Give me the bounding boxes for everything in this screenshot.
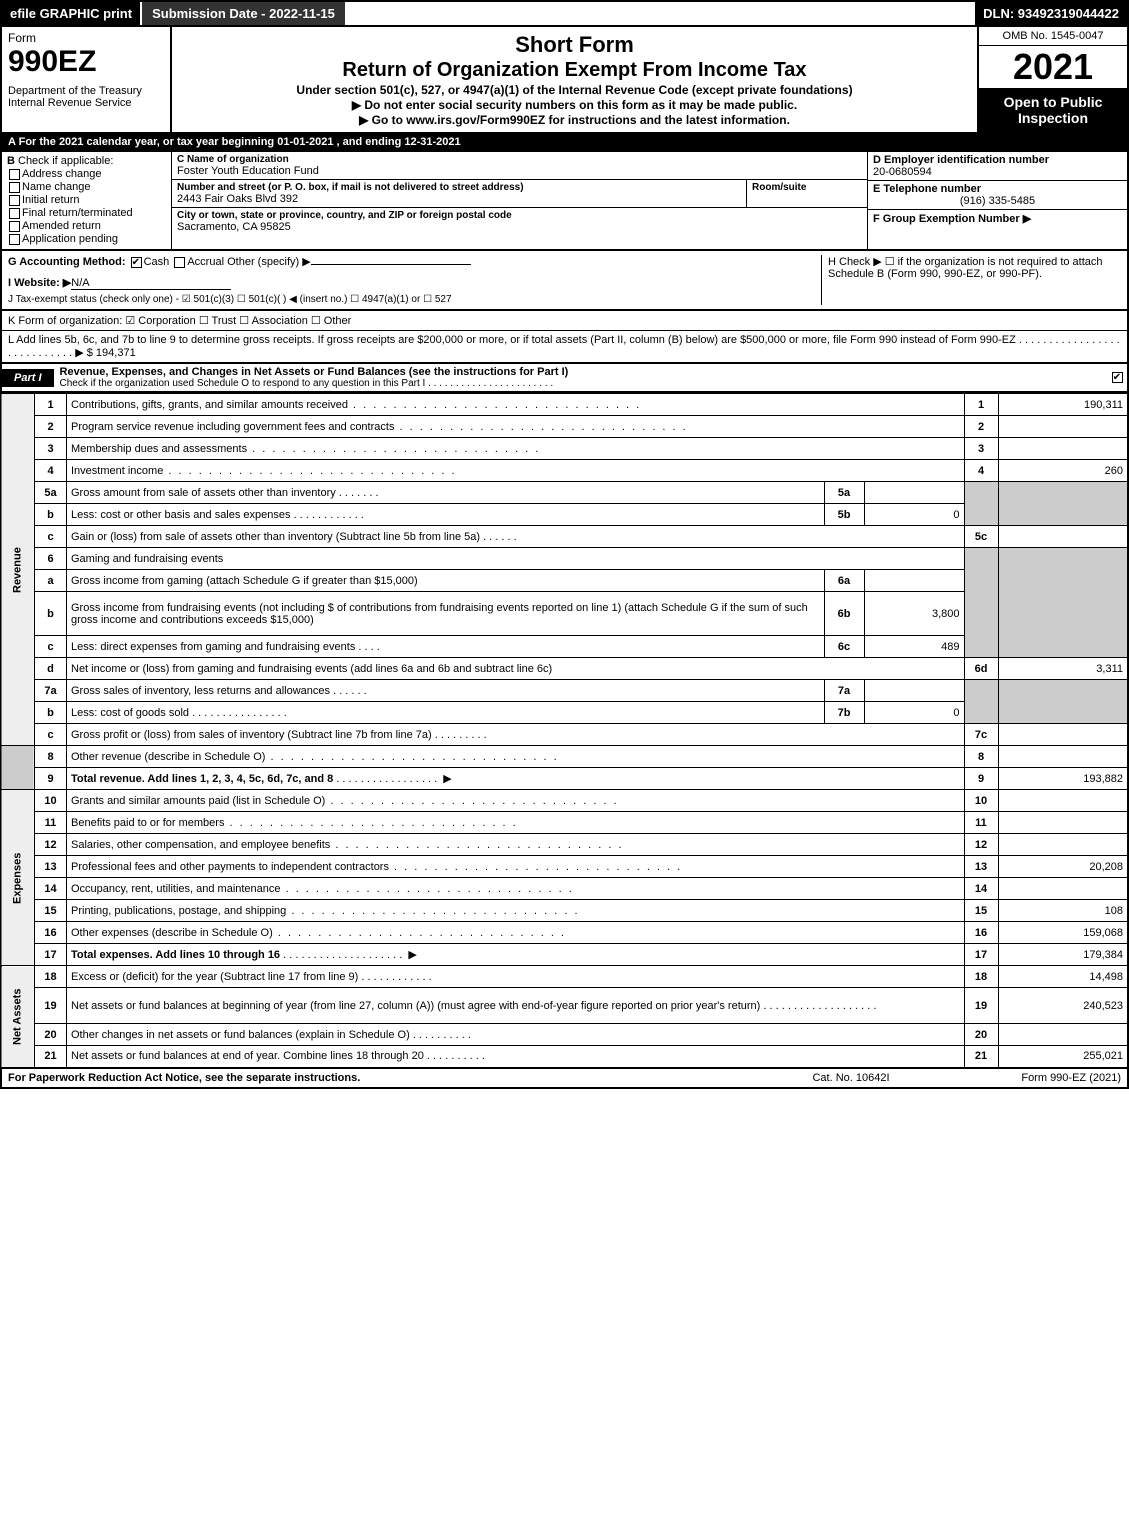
cat-no: Cat. No. 10642I bbox=[761, 1072, 941, 1084]
header-left: Form 990EZ Department of the Treasury In… bbox=[2, 27, 172, 132]
omb-number: OMB No. 1545-0047 bbox=[979, 27, 1127, 46]
submission-date: Submission Date - 2022-11-15 bbox=[140, 2, 345, 25]
street-label: Number and street (or P. O. box, if mail… bbox=[177, 182, 741, 193]
tax-year: 2021 bbox=[979, 46, 1127, 88]
row-a-key: A bbox=[8, 136, 16, 148]
col-def: D Employer identification number 20-0680… bbox=[867, 152, 1127, 249]
tax-exempt-status: J Tax-exempt status (check only one) - ☑… bbox=[8, 294, 821, 305]
form-label: Form bbox=[8, 31, 164, 45]
website-row: I Website: ▶N/A bbox=[8, 276, 821, 290]
vlabel-revenue: Revenue bbox=[1, 394, 35, 746]
dept: Department of the Treasury Internal Reve… bbox=[8, 85, 164, 109]
city-label: City or town, state or province, country… bbox=[177, 210, 862, 221]
ein-cell: D Employer identification number 20-0680… bbox=[868, 152, 1127, 181]
chk-accrual[interactable] bbox=[174, 257, 185, 268]
dln: DLN: 93492319044422 bbox=[975, 2, 1127, 25]
row-l: L Add lines 5b, 6c, and 7b to line 9 to … bbox=[0, 331, 1129, 364]
phone: (916) 335-5485 bbox=[873, 195, 1122, 207]
chk-cash[interactable] bbox=[131, 257, 142, 268]
chk-address-change[interactable]: Address change bbox=[7, 168, 166, 180]
open-inspection: Open to Public Inspection bbox=[979, 88, 1127, 132]
chk-initial-return[interactable]: Initial return bbox=[7, 194, 166, 206]
header-right: OMB No. 1545-0047 2021 Open to Public In… bbox=[977, 27, 1127, 132]
ein-label: D Employer identification number bbox=[873, 154, 1122, 166]
b-label: Check if applicable: bbox=[18, 155, 113, 167]
footer: For Paperwork Reduction Act Notice, see … bbox=[0, 1069, 1129, 1089]
header-mid: Short Form Return of Organization Exempt… bbox=[172, 27, 977, 132]
section-bcdef: B Check if applicable: Address change Na… bbox=[0, 152, 1129, 251]
ein: 20-0680594 bbox=[873, 166, 1122, 178]
street-row: Number and street (or P. O. box, if mail… bbox=[172, 180, 867, 208]
row-ghij: G Accounting Method: Cash Accrual Other … bbox=[0, 251, 1129, 311]
form-ref: Form 990-EZ (2021) bbox=[941, 1072, 1121, 1084]
col-b: B Check if applicable: Address change Na… bbox=[2, 152, 172, 249]
part-i-title: Revenue, Expenses, and Changes in Net As… bbox=[54, 364, 1107, 391]
under-section: Under section 501(c), 527, or 4947(a)(1)… bbox=[178, 83, 971, 97]
form-header: Form 990EZ Department of the Treasury In… bbox=[0, 27, 1129, 134]
org-name-cell: C Name of organization Foster Youth Educ… bbox=[172, 152, 867, 180]
website: N/A bbox=[71, 277, 231, 290]
form-number: 990EZ bbox=[8, 45, 164, 79]
top-bar: efile GRAPHIC print Submission Date - 20… bbox=[0, 0, 1129, 27]
phone-cell: E Telephone number (916) 335-5485 bbox=[868, 181, 1127, 210]
org-name: Foster Youth Education Fund bbox=[177, 165, 862, 177]
lines-table: Revenue 1Contributions, gifts, grants, a… bbox=[0, 393, 1129, 1069]
ssn-warning: ▶ Do not enter social security numbers o… bbox=[178, 98, 971, 112]
group-exemption-label: F Group Exemption Number ▶ bbox=[873, 212, 1122, 225]
part-i-header: Part I Revenue, Expenses, and Changes in… bbox=[0, 364, 1129, 393]
vlabel-net-assets: Net Assets bbox=[1, 966, 35, 1068]
chk-name-change[interactable]: Name change bbox=[7, 181, 166, 193]
chk-amended-return[interactable]: Amended return bbox=[7, 220, 166, 232]
org-name-label: C Name of organization bbox=[177, 154, 862, 165]
row-a-text: For the 2021 calendar year, or tax year … bbox=[19, 136, 461, 148]
title-short-form: Short Form bbox=[178, 32, 971, 58]
phone-label: E Telephone number bbox=[873, 183, 1122, 195]
row-a: A For the 2021 calendar year, or tax yea… bbox=[0, 134, 1129, 152]
efile-label[interactable]: efile GRAPHIC print bbox=[2, 2, 140, 25]
col-c: C Name of organization Foster Youth Educ… bbox=[172, 152, 867, 249]
street: 2443 Fair Oaks Blvd 392 bbox=[177, 193, 741, 205]
accounting-method: G Accounting Method: Cash Accrual Other … bbox=[8, 255, 821, 268]
chk-final-return[interactable]: Final return/terminated bbox=[7, 207, 166, 219]
part-i-tag: Part I bbox=[2, 369, 54, 387]
row-k: K Form of organization: ☑ Corporation ☐ … bbox=[0, 311, 1129, 331]
room-label: Room/suite bbox=[752, 182, 862, 193]
h-schedule-b: H Check ▶ ☐ if the organization is not r… bbox=[821, 255, 1121, 305]
goto-link[interactable]: ▶ Go to www.irs.gov/Form990EZ for instru… bbox=[178, 113, 971, 127]
city-cell: City or town, state or province, country… bbox=[172, 208, 867, 236]
chk-application-pending[interactable]: Application pending bbox=[7, 233, 166, 245]
paperwork-notice: For Paperwork Reduction Act Notice, see … bbox=[8, 1072, 761, 1084]
city: Sacramento, CA 95825 bbox=[177, 221, 862, 233]
part-i-checkbox[interactable] bbox=[1107, 372, 1127, 384]
vlabel-expenses: Expenses bbox=[1, 790, 35, 966]
group-exemption-cell: F Group Exemption Number ▶ bbox=[868, 210, 1127, 249]
spacer bbox=[345, 2, 975, 25]
title-return: Return of Organization Exempt From Incom… bbox=[178, 59, 971, 82]
